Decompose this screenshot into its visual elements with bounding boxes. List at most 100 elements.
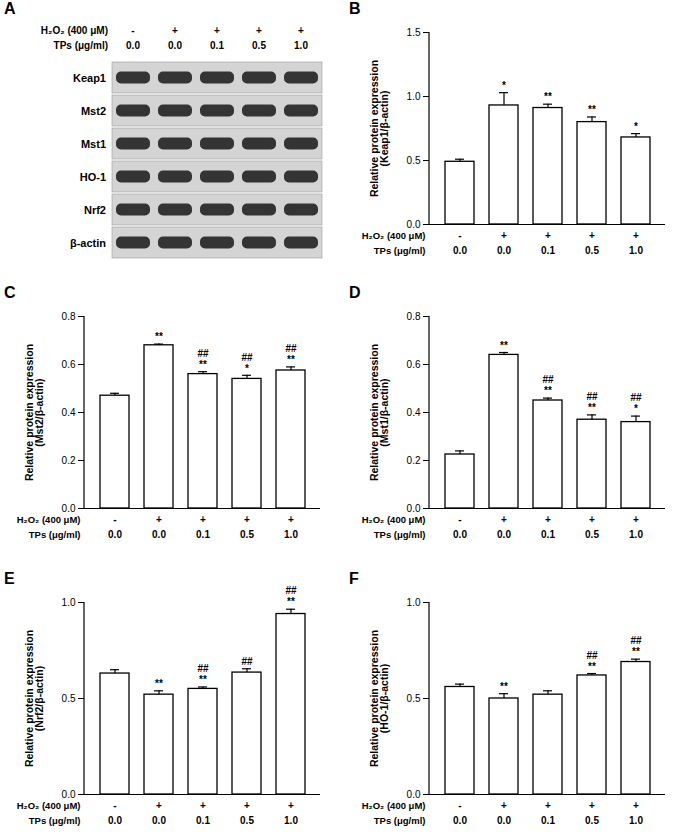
svg-text:+: +: [545, 230, 551, 241]
svg-text:H₂O₂ (400 μM): H₂O₂ (400 μM): [362, 230, 426, 241]
svg-text:0.5: 0.5: [240, 815, 254, 826]
svg-text:+: +: [545, 800, 551, 811]
svg-text:0.1: 0.1: [541, 529, 555, 540]
svg-text:-: -: [131, 25, 134, 36]
svg-text:+: +: [200, 514, 206, 525]
svg-text:0.4: 0.4: [62, 407, 76, 418]
svg-text:0.1: 0.1: [541, 245, 555, 256]
svg-text:0.8: 0.8: [62, 311, 76, 322]
svg-text:TPs (μg/ml): TPs (μg/ml): [29, 815, 81, 826]
svg-text:##: ##: [630, 635, 642, 646]
svg-text:**: **: [588, 104, 596, 115]
svg-text:β-actin: β-actin: [70, 237, 106, 249]
svg-text:0.5: 0.5: [407, 693, 421, 704]
svg-text:+: +: [589, 230, 595, 241]
svg-text:+: +: [244, 800, 250, 811]
svg-text:0.1: 0.1: [210, 40, 224, 51]
svg-text:0.0: 0.0: [152, 529, 166, 540]
svg-text:##: ##: [285, 343, 297, 354]
svg-text:**: **: [155, 678, 163, 689]
svg-text:0.8: 0.8: [407, 311, 421, 322]
svg-text:+: +: [501, 230, 507, 241]
svg-text:H₂O₂ (400 μM): H₂O₂ (400 μM): [17, 514, 81, 525]
svg-text:1.0: 1.0: [629, 529, 643, 540]
svg-text:**: **: [632, 646, 640, 657]
svg-text:Relative protein expression(Ms: Relative protein expression(Mst1/β-actin…: [368, 344, 391, 481]
svg-text:**: **: [155, 331, 163, 342]
svg-text:+: +: [501, 514, 507, 525]
svg-text:0.5: 0.5: [585, 529, 599, 540]
svg-text:1.5: 1.5: [407, 27, 421, 38]
svg-text:1.0: 1.0: [284, 529, 298, 540]
svg-text:0.5: 0.5: [252, 40, 266, 51]
svg-text:+: +: [633, 514, 639, 525]
svg-text:0.0: 0.0: [497, 815, 511, 826]
svg-text:+: +: [288, 800, 294, 811]
svg-text:0.0: 0.0: [453, 815, 467, 826]
svg-text:TPs (μg/ml): TPs (μg/ml): [374, 815, 426, 826]
svg-text:**: **: [500, 340, 508, 351]
svg-text:**: **: [544, 385, 552, 396]
svg-text:+: +: [156, 800, 162, 811]
svg-text:Nrf2: Nrf2: [84, 204, 106, 216]
svg-text:0.0: 0.0: [126, 40, 140, 51]
svg-text:Relative protein expression(Ms: Relative protein expression(Mst2/β-actin…: [23, 344, 46, 481]
svg-text:0.0: 0.0: [62, 789, 76, 800]
svg-text:0.5: 0.5: [585, 815, 599, 826]
svg-text:**: **: [287, 596, 295, 607]
svg-text:1.0: 1.0: [629, 245, 643, 256]
svg-text:0.2: 0.2: [407, 455, 421, 466]
svg-text:0.1: 0.1: [196, 815, 210, 826]
svg-text:**: **: [199, 674, 207, 685]
svg-text:0.0: 0.0: [407, 219, 421, 230]
svg-text:0.6: 0.6: [407, 359, 421, 370]
svg-text:**: **: [500, 681, 508, 692]
svg-text:*: *: [502, 80, 506, 91]
svg-text:-: -: [113, 514, 116, 525]
svg-text:Relative protein expression(Ke: Relative protein expression(Keap1/β-acti…: [368, 60, 391, 197]
svg-text:**: **: [199, 359, 207, 370]
svg-text:+: +: [288, 514, 294, 525]
svg-text:-: -: [458, 230, 461, 241]
svg-text:**: **: [544, 91, 552, 102]
svg-text:H₂O₂ (400 μM): H₂O₂ (400 μM): [362, 800, 426, 811]
svg-text:##: ##: [197, 663, 209, 674]
svg-text:Relative protein expression(HO: Relative protein expression(HO-1/β-actin…: [368, 630, 391, 767]
svg-text:TPs (μg/ml): TPs (μg/ml): [374, 529, 426, 540]
svg-text:0.0: 0.0: [62, 503, 76, 514]
svg-text:0.0: 0.0: [407, 503, 421, 514]
svg-text:##: ##: [542, 374, 554, 385]
svg-text:Keap1: Keap1: [73, 72, 106, 84]
svg-text:0.0: 0.0: [497, 245, 511, 256]
svg-text:Relative protein expression(Nr: Relative protein expression(Nrf2/β-actin…: [23, 630, 46, 767]
svg-text:+: +: [256, 25, 262, 36]
svg-text:##: ##: [241, 352, 253, 363]
svg-text:H₂O₂ (400 μM): H₂O₂ (400 μM): [17, 800, 81, 811]
svg-text:##: ##: [586, 650, 598, 661]
svg-text:1.0: 1.0: [62, 597, 76, 608]
svg-text:H₂O₂ (400 μM): H₂O₂ (400 μM): [362, 514, 426, 525]
svg-text:+: +: [633, 230, 639, 241]
svg-text:+: +: [156, 514, 162, 525]
svg-text:##: ##: [285, 585, 297, 596]
svg-text:0.0: 0.0: [168, 40, 182, 51]
svg-text:+: +: [589, 800, 595, 811]
svg-text:0.5: 0.5: [407, 155, 421, 166]
svg-text:TPs (μg/ml): TPs (μg/ml): [374, 245, 426, 256]
svg-text:1.0: 1.0: [294, 40, 308, 51]
svg-text:+: +: [200, 800, 206, 811]
svg-text:Mst2: Mst2: [81, 105, 106, 117]
svg-text:0.0: 0.0: [497, 529, 511, 540]
svg-text:+: +: [172, 25, 178, 36]
svg-text:H₂O₂ (400 μM): H₂O₂ (400 μM): [41, 25, 108, 36]
svg-text:0.2: 0.2: [62, 455, 76, 466]
svg-text:+: +: [545, 514, 551, 525]
svg-text:1.0: 1.0: [407, 597, 421, 608]
svg-text:+: +: [633, 800, 639, 811]
svg-text:0.5: 0.5: [62, 693, 76, 704]
svg-text:HO-1: HO-1: [80, 171, 106, 183]
svg-text:0.1: 0.1: [541, 815, 555, 826]
svg-text:+: +: [214, 25, 220, 36]
svg-text:**: **: [287, 354, 295, 365]
svg-text:**: **: [588, 402, 596, 413]
